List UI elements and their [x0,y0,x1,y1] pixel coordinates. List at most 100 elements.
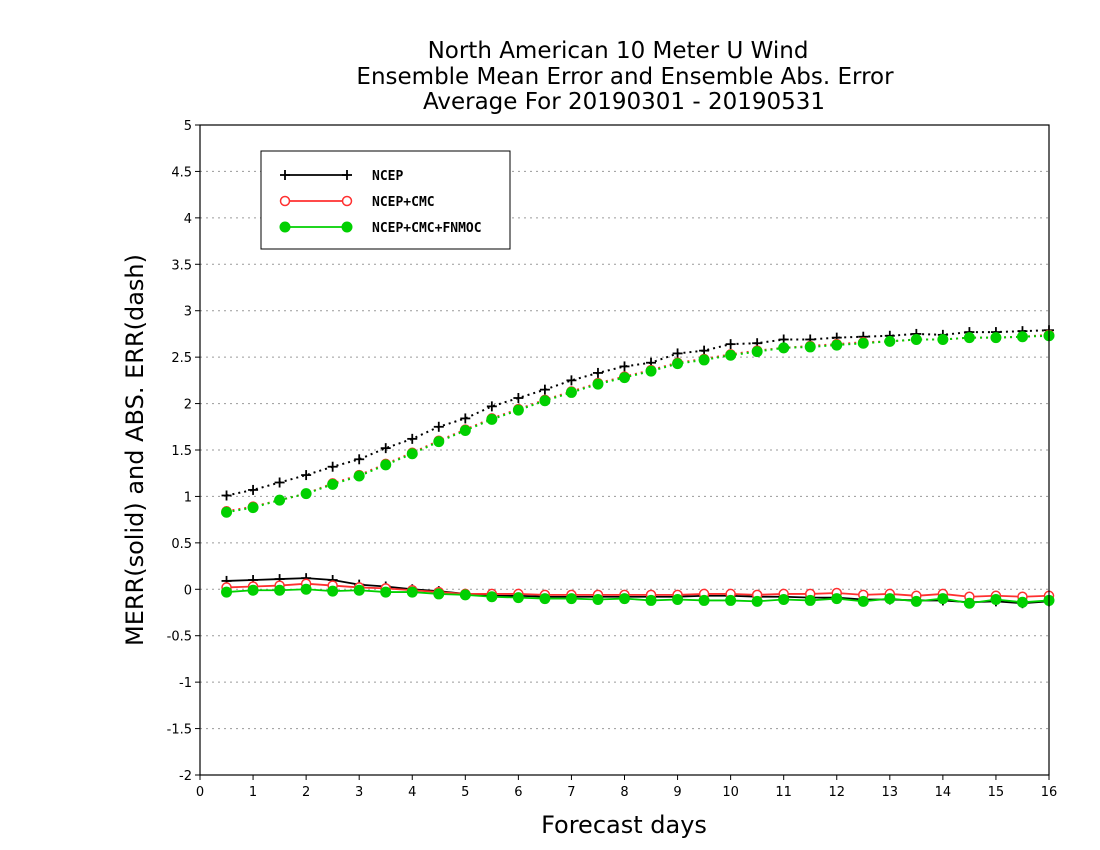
data-point [512,592,524,604]
series-ncep-cmc-fnmoc-solid [221,583,1055,609]
y-tick-label: 3.5 [171,258,192,273]
y-tick-label: 2.5 [171,351,192,366]
data-point [221,490,232,501]
data-point [300,488,312,500]
x-tick-label: 1 [249,785,257,800]
data-point [407,433,418,444]
y-tick-label: 1 [184,490,192,505]
data-point [619,361,630,372]
series-ncep-cmc-dash [221,329,1055,517]
data-point [486,591,498,603]
legend: NCEP NCEP+CMC NCEP+CMC+FNMOC [260,150,511,250]
y-tick-label: 4 [184,212,192,227]
data-point [910,334,922,345]
data-point [778,594,790,605]
data-point [963,332,975,344]
title-line-3: Average For 20190301 - 20190531 [423,89,825,115]
data-point [247,584,259,596]
data-point [353,584,365,596]
legend-box [260,150,511,250]
data-point [857,595,869,607]
x-tick-label: 2 [302,785,310,800]
data-point [672,594,684,605]
y-axis: 5 4.5 4 3.5 3 2.5 2 1.5 1 0.5 0 -0.5 -1 -1.5 -2 [167,119,200,784]
data-point [910,595,922,607]
data-point [327,478,339,490]
data-point [963,597,975,609]
data-point [433,588,445,600]
data-point [406,586,418,598]
data-point [274,494,286,506]
data-point [592,378,604,390]
data-point [460,413,471,424]
series-layer [221,325,1055,609]
data-point [778,342,790,354]
y-tick-label: -0.5 [167,630,192,645]
data-point [725,339,736,350]
data-point [698,354,710,366]
data-point [433,421,444,432]
y-tick-label: -2 [179,769,192,784]
data-point [513,393,524,403]
data-point [831,593,843,605]
data-point [459,589,471,601]
data-point [645,365,657,377]
data-point [274,477,285,488]
data-point [566,375,577,386]
x-tick-label: 14 [935,785,952,800]
series-ncep-cmc-fnmoc-dash [221,330,1055,518]
data-point [592,367,603,378]
x-tick-label: 11 [775,785,792,800]
data-point [990,332,1002,344]
x-tick-label: 3 [355,785,363,800]
y-tick-label: 3 [184,305,192,320]
data-point [221,506,233,518]
data-point [725,349,737,361]
data-point [301,470,312,481]
y-tick-label: -1.5 [167,723,192,738]
x-axis-label: Forecast days [541,811,707,839]
data-point [353,470,365,482]
data-point [539,395,551,407]
series-line [226,334,1050,514]
data-point [884,335,896,347]
y-tick-label: 5 [184,119,192,134]
legend-marker [280,170,290,180]
legend-item: NCEP+CMC+FNMOC [279,221,482,236]
data-point [857,337,869,349]
data-point [645,594,657,606]
data-point [486,401,497,412]
y-tick-label: 0 [184,583,192,598]
data-point [274,584,286,596]
data-point [804,594,816,606]
data-point [300,583,312,595]
x-tick-label: 6 [514,785,522,800]
data-point [354,454,365,465]
data-point [486,413,498,425]
data-point [990,594,1002,605]
data-point [247,502,259,514]
x-tick-label: 5 [461,785,469,800]
legend-label: NCEP [372,169,403,184]
y-axis-label: MERR(solid) and ABS. ERR(dash) [121,254,149,646]
data-point [539,384,550,395]
data-point [380,586,392,598]
data-point [672,348,683,359]
legend-marker [279,221,291,233]
data-point [804,341,816,353]
data-point [1016,596,1028,608]
legend-label: NCEP+CMC [372,195,435,210]
legend-marker [341,221,353,233]
series-line [226,329,1050,497]
data-point [672,358,684,370]
data-point [831,339,843,351]
data-point [565,386,577,398]
data-point [539,593,551,605]
data-point [380,443,391,454]
x-tick-label: 15 [988,785,1005,800]
x-tick-label: 13 [882,785,899,800]
x-tick-label: 9 [673,785,681,800]
x-tick-label: 4 [408,785,416,800]
data-point [327,585,339,597]
